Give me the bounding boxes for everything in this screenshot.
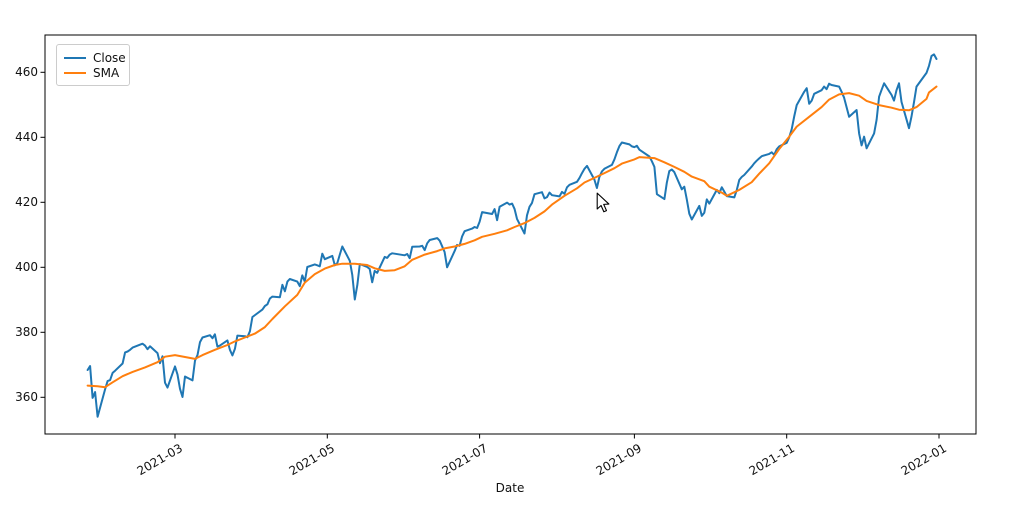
y-tick-label: 420 [15, 195, 38, 210]
y-tick-label: 440 [15, 130, 38, 145]
plot-frame [44, 34, 977, 435]
legend-label-close: Close [93, 50, 126, 65]
sma-line-swatch [64, 71, 86, 74]
legend: Close SMA [56, 44, 130, 86]
legend-label-sma: SMA [93, 65, 120, 80]
close-line-swatch [64, 56, 86, 59]
legend-item-sma: SMA [64, 65, 122, 80]
close-line [86, 53, 938, 418]
legend-item-close: Close [64, 50, 126, 65]
x-axis-title: Date [495, 481, 525, 495]
sma-line [86, 85, 938, 389]
y-tick-label: 460 [15, 65, 38, 80]
y-tick-label: 380 [15, 325, 38, 340]
y-tick-label: 400 [15, 260, 38, 275]
y-tick-label: 360 [15, 390, 38, 405]
